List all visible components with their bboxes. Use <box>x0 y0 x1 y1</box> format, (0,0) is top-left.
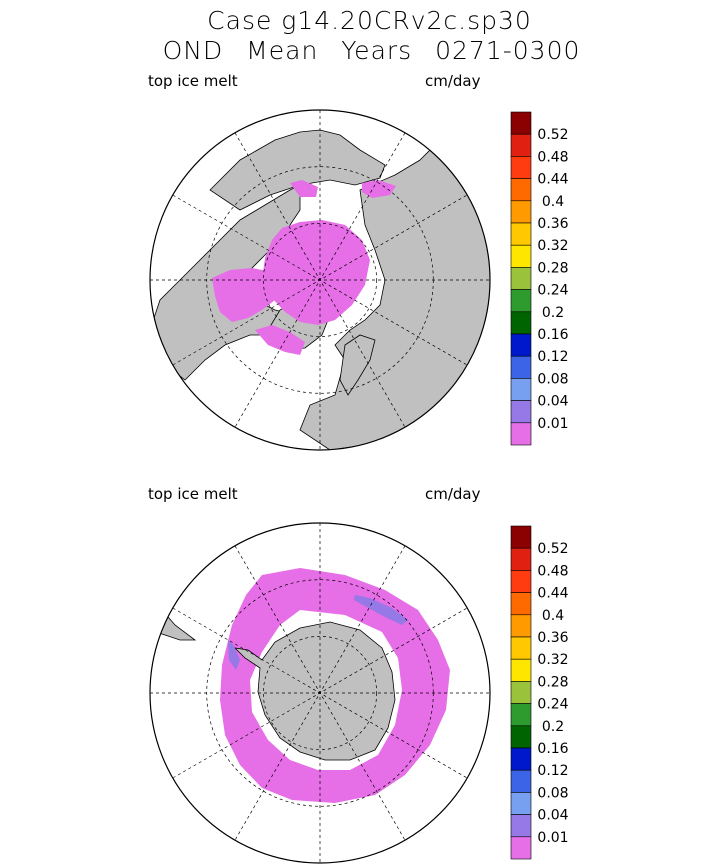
south-units-label: cm/day <box>425 485 481 503</box>
north-colorbar-tick-label: 0.52 <box>537 127 568 143</box>
north-colorbar-tick-label: 0.2 <box>542 305 564 321</box>
north-colorbar-tick-label: 0.28 <box>537 260 568 276</box>
chart-title-line-1: Case g14.20CRv2c.sp30 <box>207 6 532 35</box>
north-colorbar-swatch <box>510 156 532 179</box>
south-ice-melt-peninsula-patch <box>228 640 240 670</box>
north-graticule <box>150 110 490 450</box>
south-colorbar-tick-label: 0.44 <box>537 586 568 602</box>
north-map-border <box>149 109 491 451</box>
north-colorbar-tick-label: 0.32 <box>537 238 568 254</box>
south-variable-label: top ice melt <box>148 485 238 503</box>
south-colorbar-tick-label: 0.2 <box>542 719 564 735</box>
south-colorbar-tick-label: 0.52 <box>537 541 568 557</box>
south-colorbar-swatch <box>510 792 532 815</box>
south-colorbar-tick-label: 0.28 <box>537 674 568 690</box>
north-colorbar-tick-label: 0.44 <box>537 172 568 188</box>
north-colorbar-swatch <box>510 311 532 335</box>
south-colorbar-swatch <box>510 658 532 682</box>
north-colorbar-swatch <box>510 400 532 424</box>
south-colorbar-swatch <box>510 769 532 793</box>
north-colorbar-tick-label: 0.12 <box>537 349 568 365</box>
south-colorbar-swatch <box>510 836 532 860</box>
south-colorbar-swatch <box>510 614 532 638</box>
south-colorbar-swatch <box>510 725 532 749</box>
north-colorbar-tick-label: 0.08 <box>537 371 568 387</box>
chart-title-line-2: OND Mean Years 0271-0300 <box>162 36 581 65</box>
north-colorbar-tick-label: 0.01 <box>537 416 568 432</box>
north-colorbar-tick-label: 0.24 <box>537 283 568 299</box>
south-colorbar-tick-label: 0.04 <box>537 808 568 824</box>
south-colorbar-tick-label: 0.12 <box>537 763 568 779</box>
north-colorbar-swatch <box>510 133 532 157</box>
north-land-scandinavia <box>339 334 376 396</box>
north-colorbar-tick-label: 0.4 <box>542 194 564 210</box>
south-colorbar-swatch <box>510 703 532 727</box>
north-colorbar-tick-label: 0.48 <box>537 149 568 165</box>
south-colorbar-swatch <box>510 747 532 771</box>
north-colorbar-swatch <box>510 244 532 268</box>
south-colorbar-swatch <box>510 814 532 838</box>
south-colorbar-swatch <box>510 547 532 571</box>
south-colorbar-swatch <box>510 525 532 549</box>
south-colorbar-tick-label: 0.32 <box>537 652 568 668</box>
north-colorbar-swatch <box>510 222 532 246</box>
north-ice-melt-baffin <box>255 325 305 355</box>
north-colorbar-swatch <box>510 289 532 313</box>
north-colorbar: 0.52 0.48 0.44 0.4 0.36 0.32 0.28 0.24 0.2 0.16 0.… <box>510 111 569 446</box>
south-colorbar-swatch <box>510 681 532 704</box>
south-colorbar-tick-label: 0.01 <box>537 830 568 846</box>
south-colorbar-tick-label: 0.48 <box>537 563 568 579</box>
south-colorbar-tick-label: 0.36 <box>537 630 568 646</box>
south-land-antarctica <box>233 621 396 761</box>
north-colorbar-swatch <box>510 378 532 401</box>
north-colorbar-swatch <box>510 111 532 135</box>
south-colorbar-tick-label: 0.24 <box>537 697 568 713</box>
south-colorbar-swatch <box>510 636 532 660</box>
north-ice-melt-central-arctic <box>262 220 370 325</box>
south-ice-melt-weddell-patch <box>354 595 408 625</box>
north-colorbar-swatch <box>510 333 532 357</box>
south-colorbar-tick-label: 0.16 <box>537 741 568 757</box>
north-colorbar-swatch <box>510 178 532 202</box>
north-ice-melt-bering <box>290 180 318 197</box>
north-colorbar-swatch <box>510 422 532 446</box>
south-colorbar: 0.52 0.48 0.44 0.4 0.36 0.32 0.28 0.24 0.2 0.16 0.… <box>510 525 569 860</box>
south-ice-melt-ring <box>220 568 450 803</box>
north-colorbar-swatch <box>510 267 532 290</box>
north-colorbar-swatch <box>510 200 532 224</box>
south-colorbar-swatch <box>510 570 532 593</box>
north-colorbar-tick-label: 0.36 <box>537 216 568 232</box>
south-colorbar-tick-label: 0.08 <box>537 785 568 801</box>
south-colorbar-swatch <box>510 592 532 616</box>
south-graticule <box>150 523 490 863</box>
north-ice-melt-okhotsk <box>362 180 396 198</box>
north-polar-map <box>149 109 491 451</box>
north-colorbar-tick-label: 0.04 <box>537 394 568 410</box>
north-land-siberia-top <box>209 129 386 211</box>
north-colorbar-tick-label: 0.16 <box>537 327 568 343</box>
south-colorbar-tick-label: 0.4 <box>542 608 564 624</box>
north-colorbar-swatch <box>510 355 532 379</box>
south-map-border <box>149 522 491 864</box>
north-variable-label: top ice melt <box>148 72 238 90</box>
north-units-label: cm/day <box>425 72 481 90</box>
north-ice-melt-canadian-archipelago <box>212 268 282 322</box>
south-polar-map <box>149 522 491 864</box>
